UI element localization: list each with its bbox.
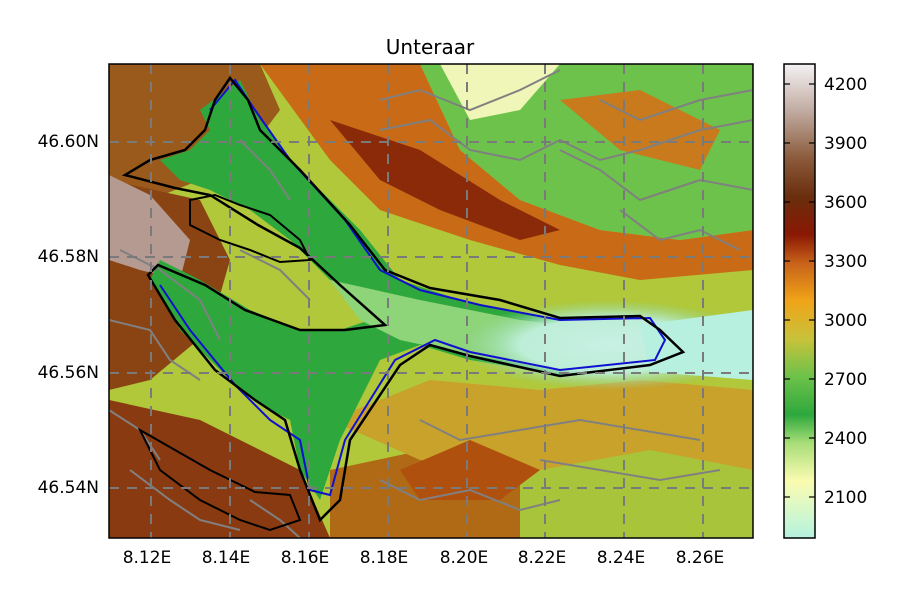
terrain-north-ridge xyxy=(260,64,753,280)
x-tick-label: 8.16E xyxy=(281,548,330,568)
x-tick-label: 8.24E xyxy=(597,548,646,568)
colorbar-labels: 4200 3900 3600 3300 3000 2700 2400 2100 xyxy=(824,75,867,508)
elevation-map xyxy=(109,64,753,538)
colorbar xyxy=(783,63,816,539)
x-tick-label: 8.20E xyxy=(440,548,489,568)
glacier-outline-black xyxy=(121,75,686,523)
x-tick-label: 8.18E xyxy=(360,548,409,568)
contour-lines xyxy=(109,69,753,538)
colorbar-label: 2100 xyxy=(824,488,867,508)
colorbar-label: 2700 xyxy=(824,370,867,390)
colorbar-label: 2400 xyxy=(824,429,867,449)
terrain-south xyxy=(109,400,330,538)
y-tick-label: 46.60N xyxy=(38,132,99,152)
colorbar-label: 3900 xyxy=(824,134,867,154)
x-tick-label: 8.14E xyxy=(202,548,251,568)
graticule xyxy=(109,64,753,538)
x-tick-label: 8.22E xyxy=(518,548,567,568)
y-axis-labels: 46.54N 46.56N 46.58N 46.60N xyxy=(38,132,99,498)
map-frame xyxy=(108,63,754,539)
y-tick-label: 46.58N xyxy=(38,247,99,267)
y-tick-label: 46.54N xyxy=(38,478,99,498)
terrain-southeast xyxy=(520,450,753,538)
colorbar-ticks xyxy=(784,83,815,498)
x-tick-label: 8.12E xyxy=(123,548,172,568)
x-axis-labels: 8.12E 8.14E 8.16E 8.18E 8.20E 8.22E 8.24… xyxy=(123,548,725,568)
rock-outcrop-outline xyxy=(189,193,312,264)
x-tick-label: 8.26E xyxy=(676,548,725,568)
colorbar-label: 3600 xyxy=(824,193,867,213)
colorbar-label: 3000 xyxy=(824,311,867,331)
colorbar-label: 4200 xyxy=(824,75,867,95)
south-rock-outline xyxy=(137,427,302,532)
y-tick-label: 46.56N xyxy=(38,363,99,383)
terrain-north-dark-ridges xyxy=(560,90,720,170)
glacier-body xyxy=(150,80,685,500)
terrain-south-ridge-dark xyxy=(400,440,540,500)
map-title: Unteraar xyxy=(386,35,475,59)
terrain-south-ridge xyxy=(330,380,753,470)
colorbar-label: 3300 xyxy=(824,252,867,272)
valley-end xyxy=(640,310,753,380)
terrain-north-ridge-dark xyxy=(330,120,560,240)
terrain-north-pale xyxy=(440,64,560,120)
